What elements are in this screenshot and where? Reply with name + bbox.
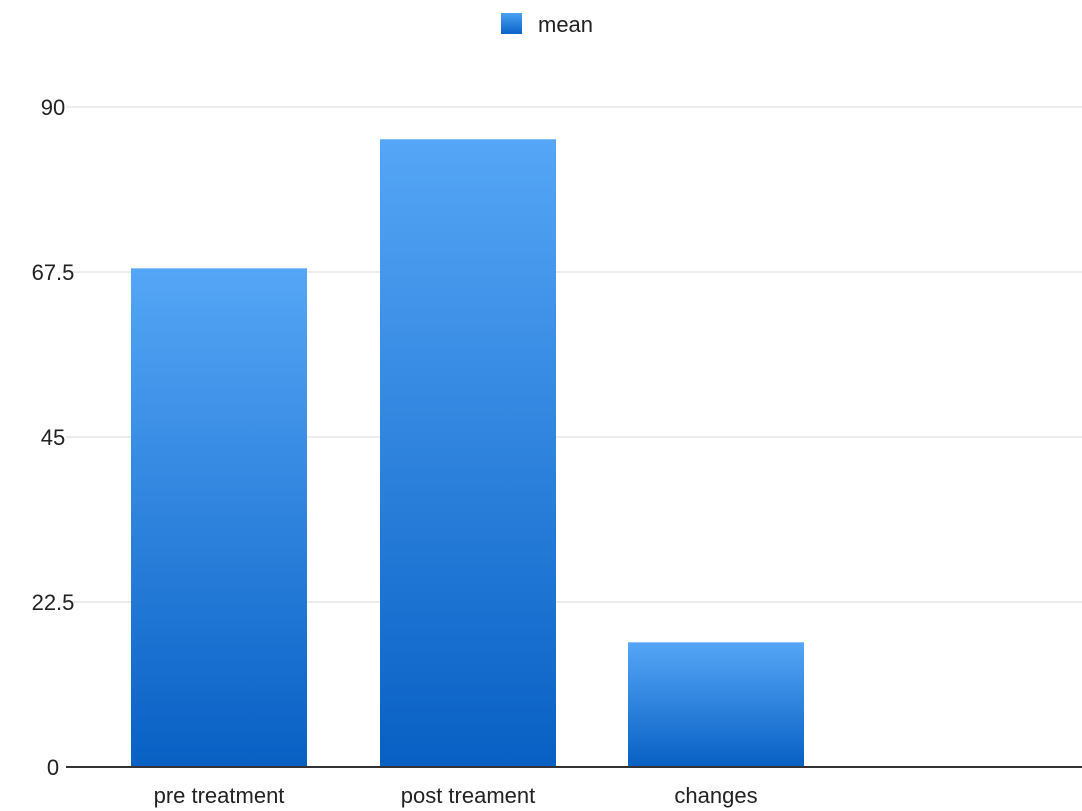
legend-swatch <box>501 13 522 34</box>
x-tick-label: changes <box>674 783 757 808</box>
x-tick-label: pre treatment <box>154 783 285 808</box>
y-tick-label: 45 <box>41 425 65 450</box>
bar <box>131 268 307 767</box>
legend-label-mean: mean <box>538 12 593 37</box>
bar <box>628 642 804 767</box>
x-axis-tick-labels: pre treatment post treament changes <box>154 783 758 808</box>
y-axis-tick-labels: 0 22.5 45 67.5 90 <box>32 95 75 780</box>
y-tick-label: 67.5 <box>32 260 75 285</box>
y-tick-label: 22.5 <box>32 590 75 615</box>
bar <box>380 139 556 767</box>
y-tick-label: 0 <box>47 755 59 780</box>
y-tick-label: 90 <box>41 95 65 120</box>
bars <box>131 139 804 767</box>
legend: mean <box>501 12 593 37</box>
x-tick-label: post treament <box>401 783 536 808</box>
